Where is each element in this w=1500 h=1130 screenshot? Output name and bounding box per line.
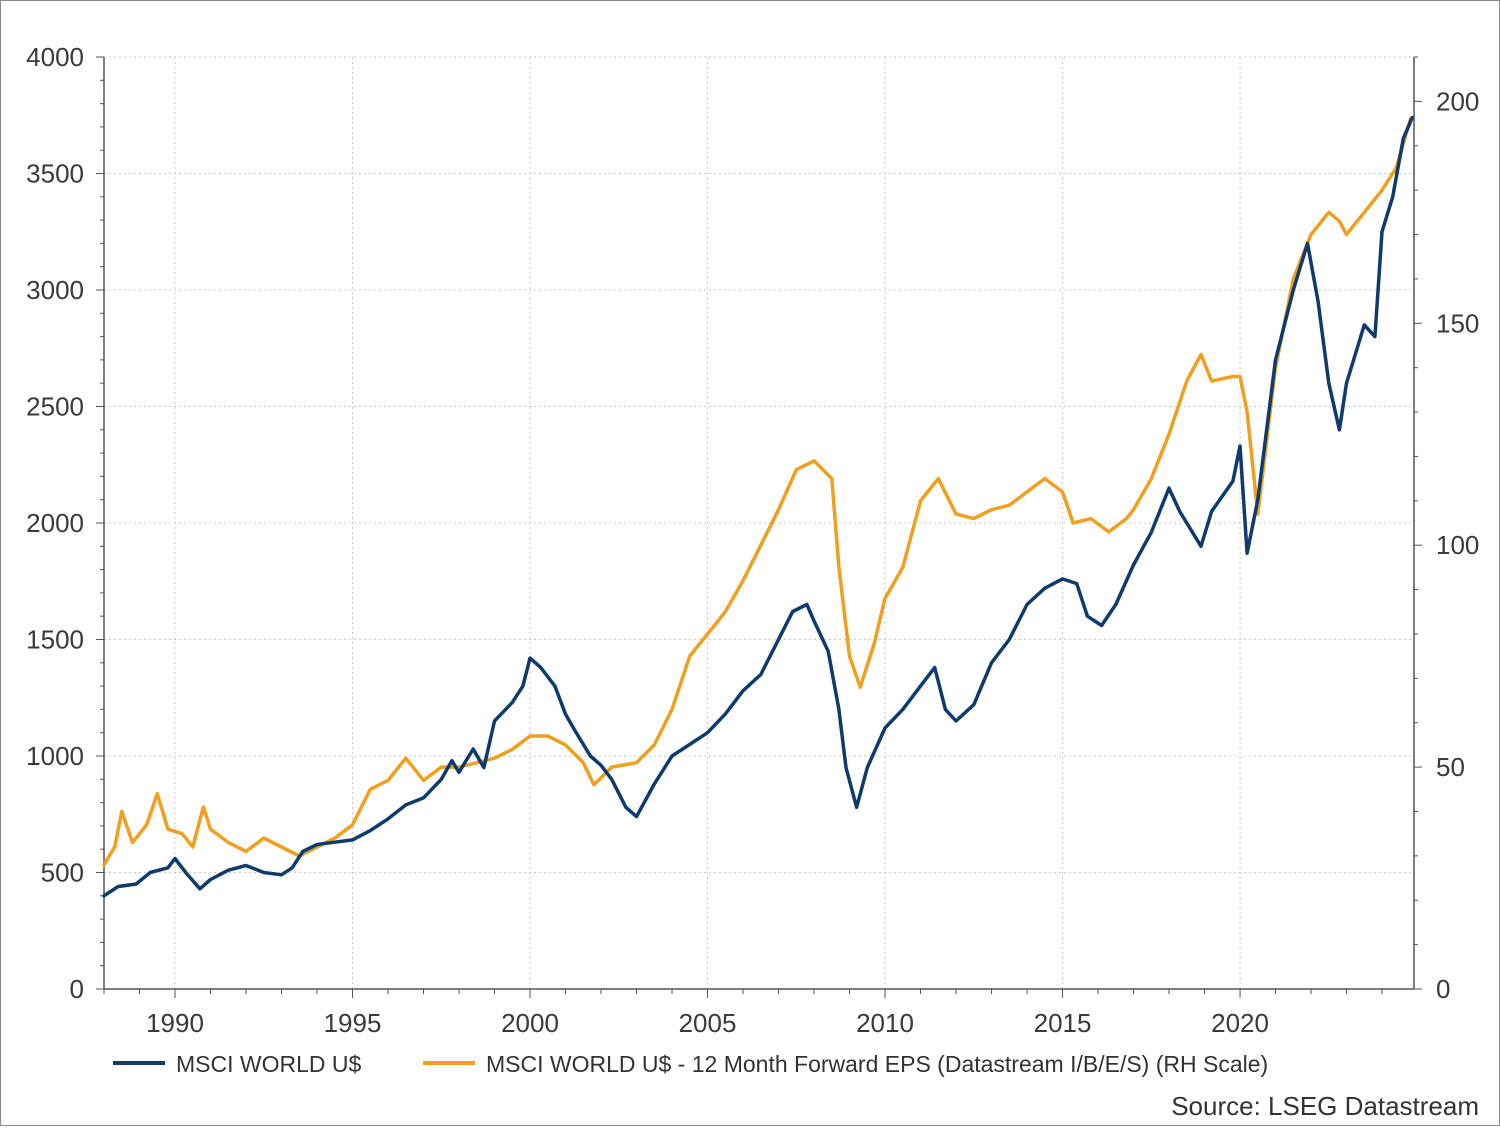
y-left-tick-label: 3000 xyxy=(26,275,84,305)
y-right-tick-label: 200 xyxy=(1436,86,1479,116)
x-tick-label: 2010 xyxy=(856,1008,914,1038)
y-left-tick-label: 1500 xyxy=(26,625,84,655)
x-tick-label: 2015 xyxy=(1034,1008,1092,1038)
y-left-tick-label: 500 xyxy=(41,858,84,888)
y-right-tick-label: 100 xyxy=(1436,530,1479,560)
y-right-tick-label: 150 xyxy=(1436,308,1479,338)
series-lines xyxy=(102,115,1414,898)
y-left-tick-label: 2000 xyxy=(26,508,84,538)
y-left-tick-label: 3500 xyxy=(26,159,84,189)
series-line-msci-world xyxy=(102,115,1414,898)
grid-lines xyxy=(104,56,1414,989)
y-left-tick-label: 4000 xyxy=(26,42,84,72)
y-right-tick-label: 0 xyxy=(1436,974,1450,1004)
axes: 0 500 1000 1500 2000 2500 3000 3500 4000 0 50 100 15… xyxy=(26,42,1479,1038)
y-right-tick-label: 50 xyxy=(1436,752,1465,782)
legend-item-forward-eps: MSCI WORLD U$ - 12 Month Forward EPS (Da… xyxy=(486,1051,1268,1077)
series-line-forward-eps xyxy=(102,117,1413,867)
x-tick-label: 1995 xyxy=(324,1008,382,1038)
y-left-tick-label: 1000 xyxy=(26,741,84,771)
x-tick-label: 2005 xyxy=(679,1008,737,1038)
y-left-tick-label: 0 xyxy=(70,974,84,1004)
x-tick-label: 1990 xyxy=(146,1008,204,1038)
source-note: Source: LSEG Datastream xyxy=(1171,1091,1479,1121)
x-tick-label: 2000 xyxy=(501,1008,559,1038)
legend-item-msci-world: MSCI WORLD U$ xyxy=(176,1051,362,1077)
legend: MSCI WORLD U$ MSCI WORLD U$ - 12 Month Fo… xyxy=(113,1051,1268,1077)
y-left-tick-label: 2500 xyxy=(26,392,84,422)
x-tick-label: 2020 xyxy=(1211,1008,1269,1038)
